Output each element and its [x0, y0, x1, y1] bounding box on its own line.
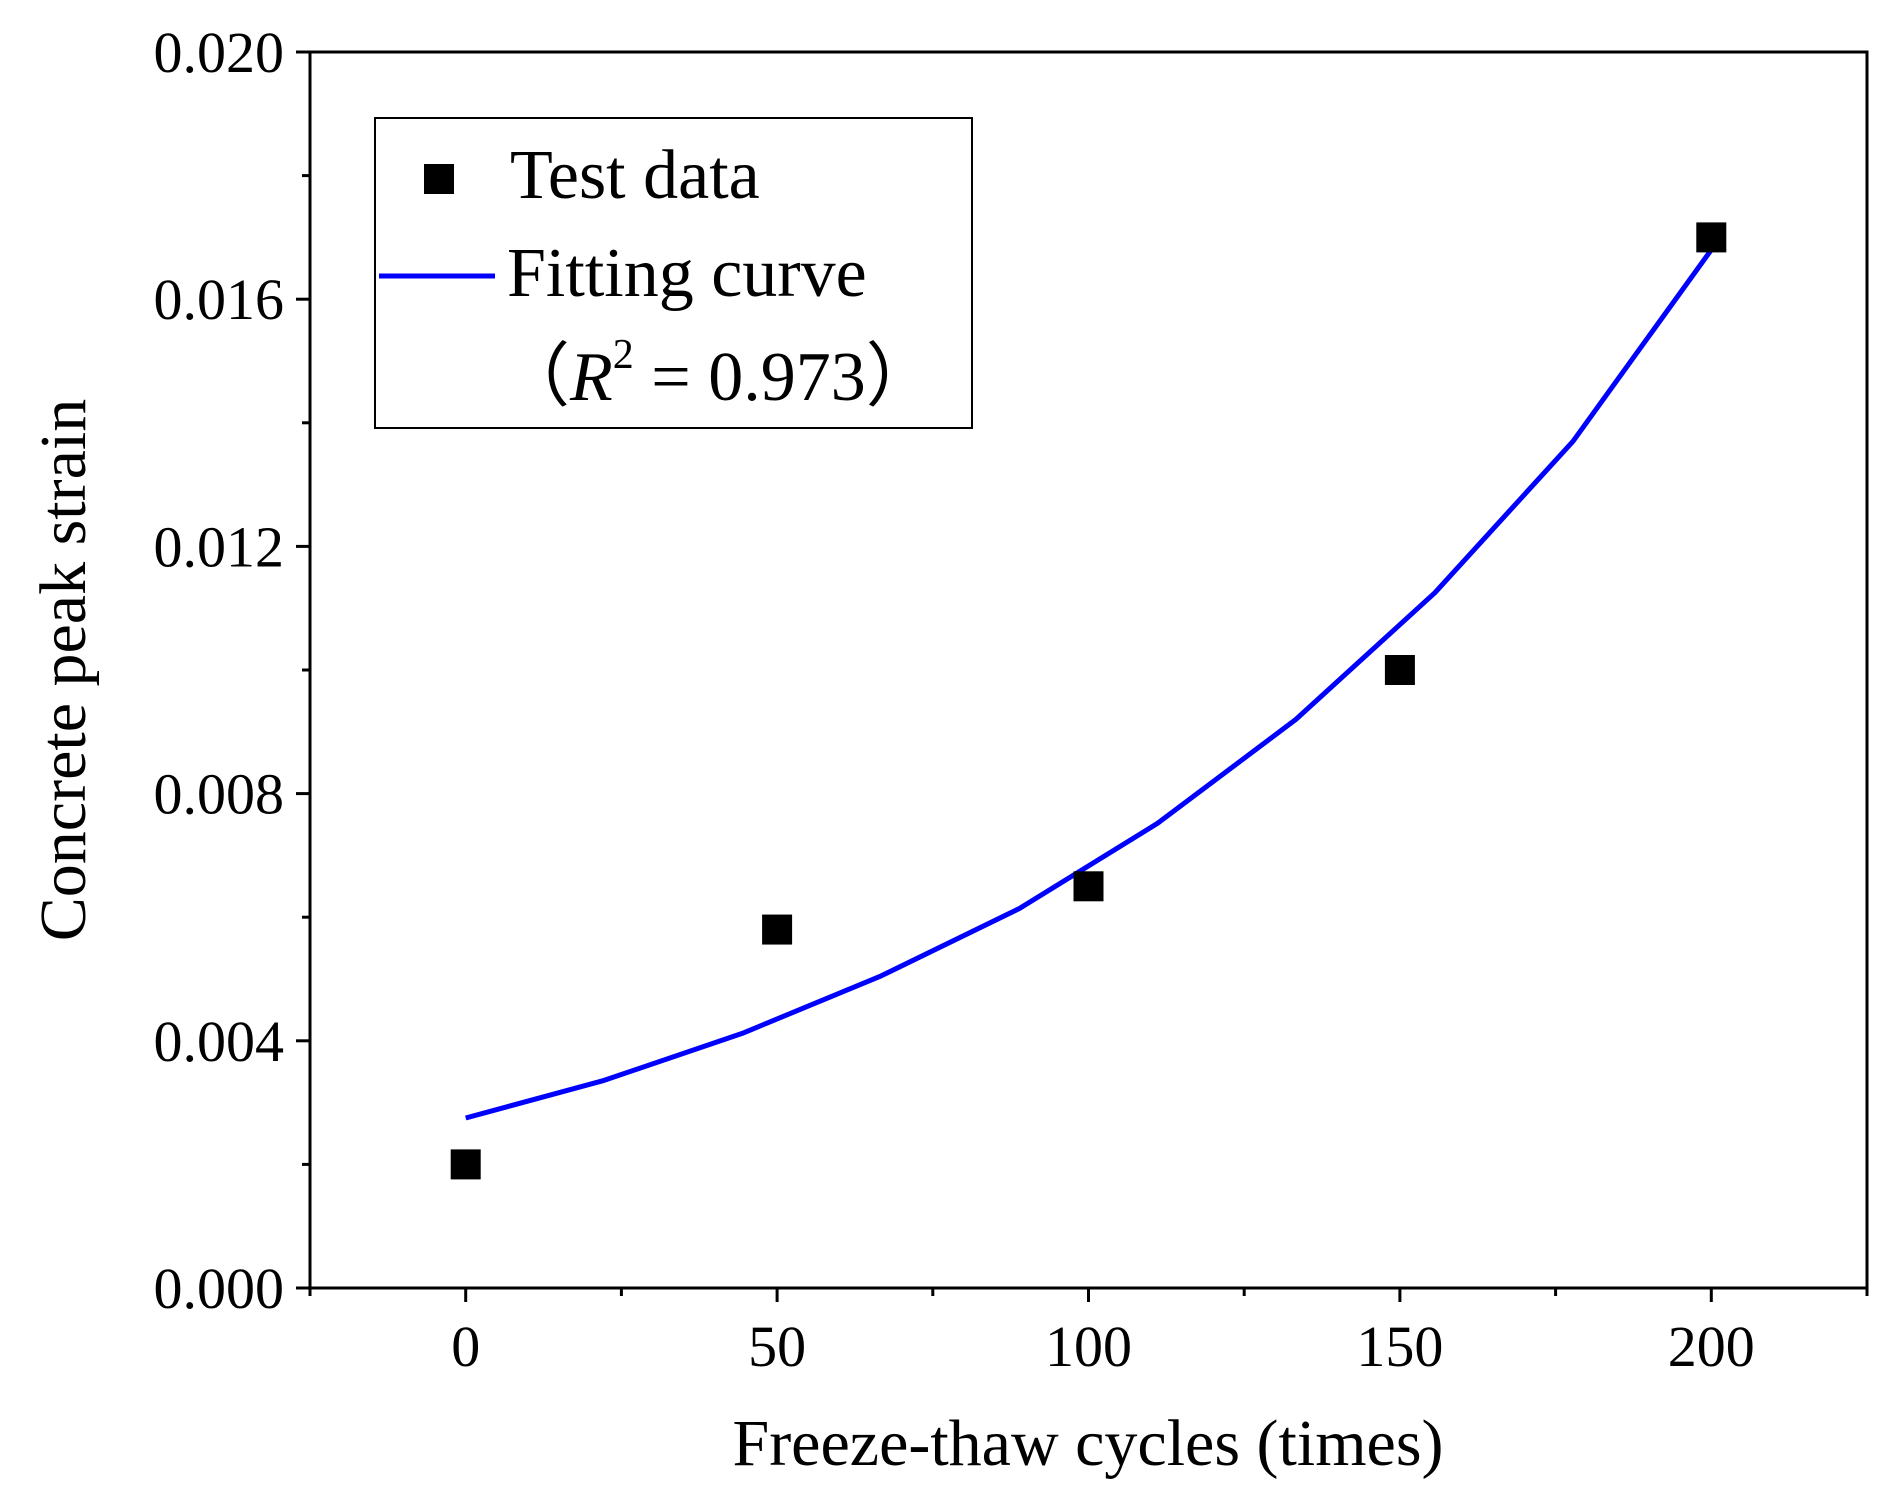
x-tick-label: 150	[1356, 1314, 1443, 1379]
legend-box	[374, 117, 973, 429]
r-squared-annotation: （R2 = 0.973）	[500, 332, 936, 416]
x-tick-label: 100	[1045, 1314, 1132, 1379]
annotation-close-paren: ）	[866, 339, 936, 416]
legend-label-test-data: Test data	[510, 137, 760, 214]
x-tick-label: 0	[451, 1314, 480, 1379]
y-tick-label: 0.012	[154, 514, 285, 579]
x-tick-label: 50	[748, 1314, 806, 1379]
annotation-superscript: 2	[613, 332, 634, 378]
annotation-open-paren: （	[500, 339, 570, 416]
y-tick-label: 0.020	[154, 20, 285, 85]
annotation-value: = 0.973	[634, 339, 866, 416]
x-tick-label: 200	[1668, 1314, 1755, 1379]
legend-label-fitting-curve: Fitting curve	[507, 235, 867, 312]
y-tick-label: 0.000	[154, 1256, 285, 1321]
y-tick-label: 0.016	[154, 267, 285, 332]
y-axis-label: Concrete peak strain	[27, 399, 100, 941]
legend-marker-test-data	[424, 164, 454, 194]
fitting-curve-layer	[465, 248, 1714, 1121]
x-axis-label: Freeze-thaw cycles (times)	[733, 1407, 1444, 1480]
test-data-layer	[450, 222, 1727, 1180]
y-tick-label: 0.008	[154, 762, 285, 827]
test-data-point	[450, 1149, 481, 1180]
x-axis: 0 50 100 150 200	[308, 1288, 1869, 1379]
annotation-r-variable: R	[569, 339, 613, 416]
test-data-point	[1073, 871, 1104, 902]
test-data-point	[762, 914, 793, 945]
y-tick-label: 0.004	[154, 1009, 285, 1074]
test-data-point	[1696, 222, 1727, 253]
y-axis: 0.000 0.004 0.008 0.012 0.016 0.020	[154, 20, 310, 1321]
fitting-curve-line	[465, 248, 1714, 1121]
test-data-point	[1384, 655, 1415, 685]
legend: Test data Fitting curve （R2 = 0.973）	[374, 117, 973, 429]
